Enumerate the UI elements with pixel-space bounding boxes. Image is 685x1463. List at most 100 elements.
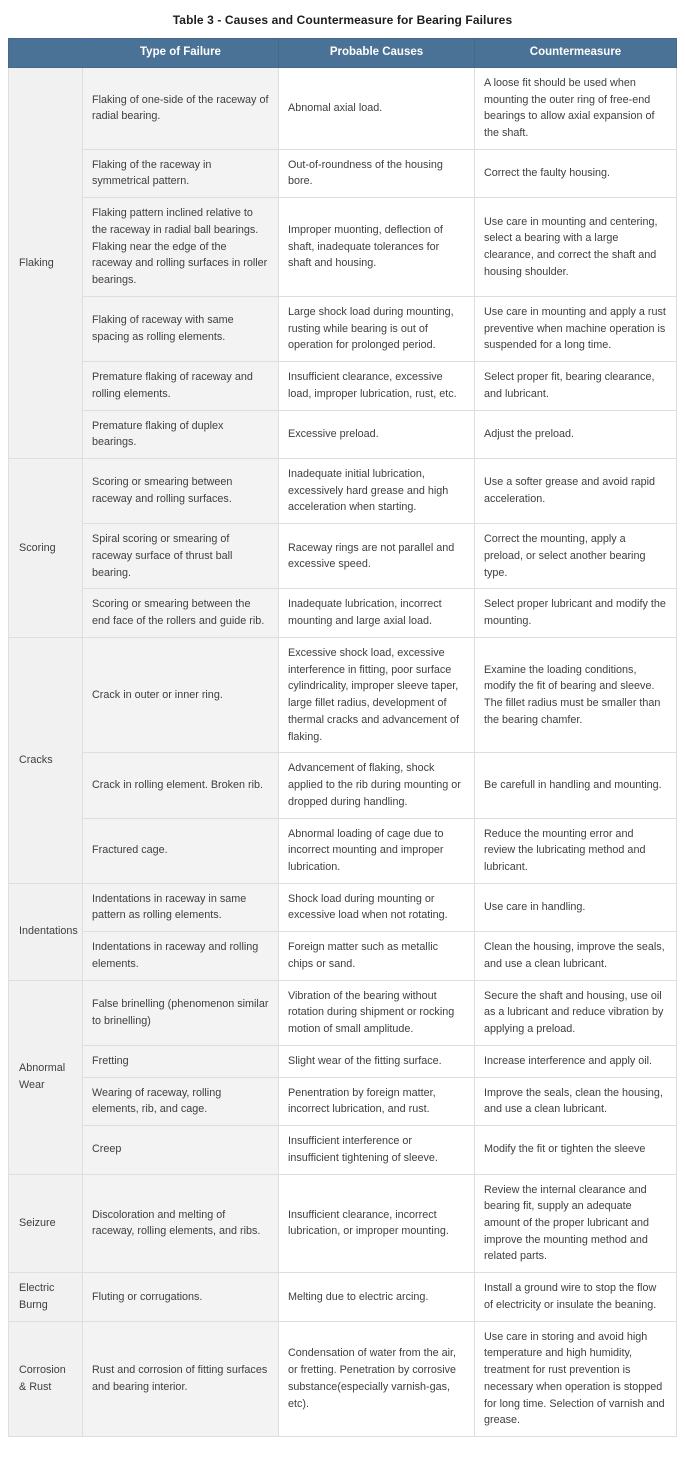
type-of-failure-cell: Creep [82, 1125, 279, 1175]
countermeasure-cell: Clean the housing, improve the seals, an… [474, 931, 677, 981]
probable-cause-cell: Out-of-roundness of the housing bore. [278, 148, 475, 199]
table-row: Spiral scoring or smearing of raceway su… [9, 523, 677, 590]
column-header-type-of-failure: Type of Failure [82, 38, 279, 68]
bottom-spacer [0, 1437, 685, 1445]
probable-cause-cell: Vibration of the bearing without rotatio… [278, 979, 475, 1046]
table-row: Seizure Discoloration and melting of race… [8, 1173, 677, 1274]
type-of-failure-cell: Flaking pattern inclined relative to the… [82, 197, 279, 297]
type-of-failure-cell: Spiral scoring or smearing of raceway su… [82, 523, 279, 590]
table-row: Fretting Slight wear of the fitting surfa… [9, 1044, 677, 1078]
type-of-failure-cell: False brinelling (phenomenon similar to … [82, 979, 279, 1046]
probable-cause-cell: Shock load during mounting or excessive … [278, 882, 475, 933]
page-title: Table 3 - Causes and Countermeasure for … [172, 13, 513, 27]
probable-cause-cell: Improper muonting, deflection of shaft, … [278, 197, 475, 297]
table-row: Flaking of the raceway in symmetrical pa… [9, 148, 677, 199]
countermeasure-cell: Secure the shaft and housing, use oil as… [474, 979, 677, 1046]
countermeasure-cell: A loose fit should be used when mounting… [474, 66, 677, 150]
table-row: Indentations Indentations in raceway in s… [8, 882, 677, 981]
probable-cause-cell: Penentration by foreign matter, incorrec… [278, 1076, 475, 1127]
type-of-failure-cell: Flaking of the raceway in symmetrical pa… [82, 148, 279, 199]
probable-cause-cell: Insufficient clearance, incorrect lubric… [278, 1173, 475, 1274]
countermeasure-cell: Examine the loading conditions, modify t… [474, 636, 677, 754]
countermeasure-cell: Select proper fit, bearing clearance, an… [474, 361, 677, 411]
probable-cause-cell: Insufficient interference or insufficien… [278, 1125, 475, 1175]
countermeasure-cell: Correct the mounting, apply a preload, o… [474, 523, 677, 590]
countermeasure-cell: Select proper lubricant and modify the m… [474, 588, 677, 638]
table-row: Abnormal Wear False brinelling (phenomeno… [8, 979, 677, 1175]
failure-category-cell: Corrosion & Rust [8, 1320, 83, 1438]
column-header-countermeasure: Countermeasure [474, 38, 677, 68]
failure-category-cell: Electric Burng [8, 1272, 83, 1322]
table-row: Scoring Scoring or smearing between racew… [8, 458, 677, 638]
type-of-failure-cell: Premature flaking of duplex bearings. [82, 409, 279, 460]
probable-cause-cell: Excessive preload. [278, 409, 475, 460]
type-of-failure-cell: Discoloration and melting of raceway, ro… [82, 1173, 279, 1274]
probable-cause-cell: Large shock load during mounting, rustin… [278, 295, 475, 363]
type-of-failure-cell: Flaking of one-side of the raceway of ra… [82, 66, 279, 150]
probable-cause-cell: Condensation of water from the air, or f… [278, 1320, 475, 1438]
table-row: Indentations in raceway and rolling elem… [9, 931, 677, 981]
type-of-failure-cell: Fluting or corrugations. [82, 1272, 279, 1322]
type-of-failure-cell: Fractured cage. [82, 817, 279, 884]
countermeasure-cell: Modify the fit or tighten the sleeve [474, 1125, 677, 1175]
countermeasure-cell: Correct the faulty housing. [474, 148, 677, 199]
countermeasure-cell: Use care in mounting and apply a rust pr… [474, 295, 677, 363]
countermeasure-cell: Use care in mounting and centering, sele… [474, 197, 677, 297]
probable-cause-cell: Foreign matter such as metallic chips or… [278, 931, 475, 981]
failure-category-cell: Indentations [8, 882, 83, 981]
probable-cause-cell: Inadequate lubrication, incorrect mounti… [278, 588, 475, 638]
probable-cause-cell: Inadequate initial lubrication, excessiv… [278, 458, 475, 525]
type-of-failure-cell: Premature flaking of raceway and rolling… [82, 361, 279, 411]
countermeasure-cell: Be carefull in handling and mounting. [474, 752, 677, 819]
table-row: Fractured cage. Abnormal loading of cage … [9, 817, 677, 884]
table-row: Flaking of raceway with same spacing as … [9, 295, 677, 363]
table-body: Flaking Flaking of one-side of the racewa… [8, 66, 677, 1438]
probable-cause-cell: Advancement of flaking, shock applied to… [278, 752, 475, 819]
countermeasure-cell: Increase interference and apply oil. [474, 1044, 677, 1078]
column-header-category [8, 38, 83, 68]
countermeasure-cell: Improve the seals, clean the housing, an… [474, 1076, 677, 1127]
probable-cause-cell: Excessive shock load, excessive interfer… [278, 636, 475, 754]
type-of-failure-cell: Wearing of raceway, rolling elements, ri… [82, 1076, 279, 1127]
failure-category-cell: Scoring [8, 458, 83, 638]
table-row: Premature flaking of duplex bearings. Exc… [9, 409, 677, 460]
countermeasure-cell: Reduce the mounting error and review the… [474, 817, 677, 884]
bearing-failures-table: Type of Failure Probable Causes Counterm… [8, 38, 677, 1438]
countermeasure-cell: Use care in handling. [474, 882, 677, 933]
header-row: Type of Failure Probable Causes Counterm… [8, 38, 677, 68]
probable-cause-cell: Abnomal axial load. [278, 66, 475, 150]
type-of-failure-cell: Rust and corrosion of fitting surfaces a… [82, 1320, 279, 1438]
table-row: Wearing of raceway, rolling elements, ri… [9, 1076, 677, 1127]
type-of-failure-cell: Crack in outer or inner ring. [82, 636, 279, 754]
countermeasure-cell: Adjust the preload. [474, 409, 677, 460]
type-of-failure-cell: Indentations in raceway and rolling elem… [82, 931, 279, 981]
type-of-failure-cell: Flaking of raceway with same spacing as … [82, 295, 279, 363]
table-row: Cracks Crack in outer or inner ring. Exces… [8, 636, 677, 884]
table-row: Crack in rolling element. Broken rib. Adv… [9, 752, 677, 819]
type-of-failure-cell: Scoring or smearing between the end face… [82, 588, 279, 638]
table-row: Scoring or smearing between the end face… [9, 588, 677, 638]
table-row: Electric Burng Fluting or corrugations. Me… [8, 1272, 677, 1322]
table-row: Flaking pattern inclined relative to the… [9, 197, 677, 297]
countermeasure-cell: Review the internal clearance and bearin… [474, 1173, 677, 1274]
table-row: Premature flaking of raceway and rolling… [9, 361, 677, 411]
probable-cause-cell: Abnormal loading of cage due to incorrec… [278, 817, 475, 884]
countermeasure-cell: Use care in storing and avoid high tempe… [474, 1320, 677, 1438]
failure-category-cell: Cracks [8, 636, 83, 884]
type-of-failure-cell: Indentations in raceway in same pattern … [82, 882, 279, 933]
table-header: Type of Failure Probable Causes Counterm… [8, 38, 677, 68]
probable-cause-cell: Insufficient clearance, excessive load, … [278, 361, 475, 411]
failure-category-cell: Seizure [8, 1173, 83, 1274]
countermeasure-cell: Use a softer grease and avoid rapid acce… [474, 458, 677, 525]
failure-category-cell: Flaking [8, 66, 83, 460]
table-row: Corrosion & Rust Rust and corrosion of fi… [8, 1320, 677, 1438]
type-of-failure-cell: Fretting [82, 1044, 279, 1078]
table-row: Creep Insufficient interference or insuff… [9, 1125, 677, 1175]
type-of-failure-cell: Crack in rolling element. Broken rib. [82, 752, 279, 819]
probable-cause-cell: Slight wear of the fitting surface. [278, 1044, 475, 1078]
probable-cause-cell: Raceway rings are not parallel and exces… [278, 523, 475, 590]
failure-category-cell: Abnormal Wear [8, 979, 83, 1175]
countermeasure-cell: Install a ground wire to stop the flow o… [474, 1272, 677, 1322]
table-row: Flaking Flaking of one-side of the racewa… [8, 66, 677, 460]
